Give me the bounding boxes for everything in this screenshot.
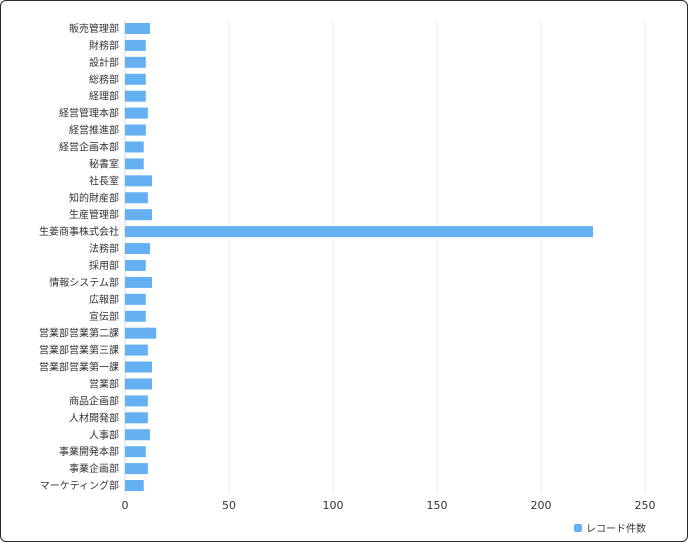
bar: [125, 39, 146, 51]
bar: [125, 141, 144, 153]
bar: [125, 226, 593, 238]
category-label: 販売管理部: [69, 22, 119, 35]
bar: [125, 73, 146, 85]
bar: [125, 90, 146, 102]
x-tick-label: 200: [531, 499, 552, 512]
bar: [125, 209, 153, 221]
category-labels: 販売管理部財務部設計部総務部経理部経営管理本部経営推進部経営企画本部秘書室社長室…: [39, 22, 119, 492]
category-label: 設計部: [89, 56, 119, 69]
category-label: 営業部営業第二課: [39, 327, 119, 340]
category-label: 採用部: [89, 259, 119, 272]
legend-swatch: [574, 524, 582, 532]
category-label: 総務部: [89, 73, 119, 86]
x-tick-label: 250: [635, 499, 656, 512]
bar: [125, 293, 146, 305]
bar: [125, 107, 148, 119]
bars: [125, 22, 593, 492]
category-label: 秘書室: [89, 157, 119, 170]
bar: [125, 56, 146, 68]
category-label: 経営企画本部: [59, 140, 119, 153]
bar: [125, 243, 150, 255]
bar: [125, 395, 148, 407]
category-label: 営業部営業第三課: [39, 344, 119, 357]
bar: [125, 175, 153, 187]
legend-label: レコード件数: [586, 522, 646, 535]
bar: [125, 158, 144, 170]
x-tick-label: 150: [427, 499, 448, 512]
category-label: 経営管理本部: [59, 107, 119, 120]
category-label: 営業部営業第一課: [39, 361, 119, 374]
category-label: 人材開発部: [69, 411, 119, 424]
bar: [125, 378, 153, 390]
x-tick-label: 0: [122, 499, 129, 512]
category-label: 広報部: [89, 293, 119, 306]
category-label: 経理部: [89, 90, 119, 103]
x-tick-label: 100: [323, 499, 344, 512]
bar: [125, 22, 150, 34]
bar: [125, 276, 153, 288]
category-label: 宣伝部: [89, 310, 119, 323]
bar: [125, 361, 153, 373]
category-label: 営業部: [89, 377, 119, 390]
category-label: 人事部: [89, 428, 119, 441]
bar: [125, 463, 148, 475]
bar: [125, 412, 148, 424]
category-label: 社長室: [89, 174, 119, 187]
bar: [125, 446, 146, 458]
bar: [125, 310, 146, 322]
category-label: 生産管理部: [69, 208, 119, 221]
category-label: 情報システム部: [49, 276, 119, 289]
bar: [125, 429, 150, 441]
x-tick-labels: 0 50 100 150 200 250: [122, 499, 656, 512]
bar: [125, 259, 146, 271]
category-label: 法務部: [89, 242, 119, 255]
bar: [125, 344, 148, 356]
gridlines: [124, 20, 646, 494]
category-label: 財務部: [89, 39, 119, 52]
bar: [125, 124, 146, 136]
category-label: 生姜商事株式会社: [39, 225, 119, 238]
bar: [125, 192, 148, 204]
category-label: 商品企画部: [69, 394, 119, 407]
category-label: 経営推進部: [69, 124, 119, 137]
category-label: 事業企画部: [69, 462, 119, 475]
legend: レコード件数: [574, 522, 646, 535]
category-label: マーケティング部: [40, 479, 119, 492]
category-label: 知的財産部: [69, 191, 119, 204]
x-tick-label: 50: [222, 499, 236, 512]
bar: [125, 480, 144, 492]
bar: [125, 327, 157, 339]
category-label: 事業開発本部: [59, 445, 119, 458]
